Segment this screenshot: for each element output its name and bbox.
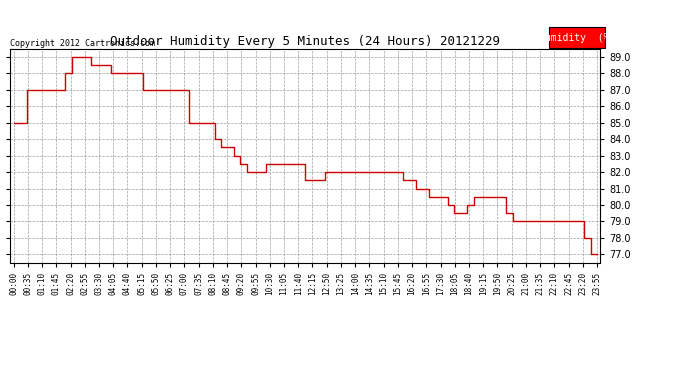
Text: Humidity  (%): Humidity (%) [539,33,615,43]
Text: Copyright 2012 Cartronics.com: Copyright 2012 Cartronics.com [10,39,155,48]
Title: Outdoor Humidity Every 5 Minutes (24 Hours) 20121229: Outdoor Humidity Every 5 Minutes (24 Hou… [110,34,500,48]
